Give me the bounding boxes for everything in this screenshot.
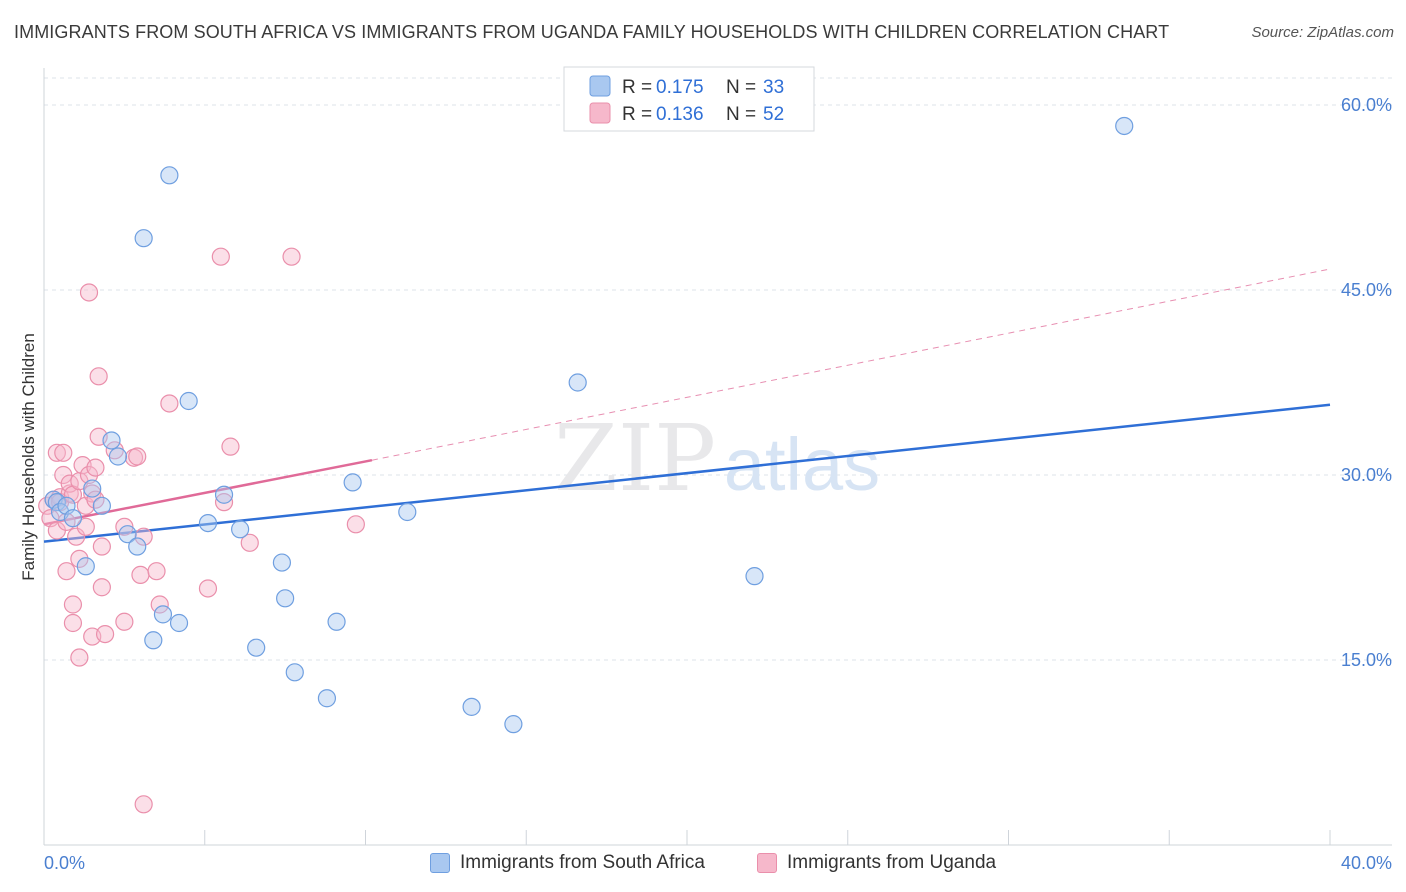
uganda-point-47 bbox=[214, 493, 234, 512]
source-credit: Source: ZipAtlas.com bbox=[1251, 24, 1394, 41]
south-africa-point-5 bbox=[76, 557, 95, 576]
y-axis-tick-labels: 15.0% 30.0% 45.0% 60.0% bbox=[1341, 95, 1392, 670]
legend-swatch-pink bbox=[589, 102, 611, 124]
uganda-point-43 bbox=[150, 595, 169, 614]
uganda-point-31 bbox=[92, 537, 111, 556]
south-africa-point-27 bbox=[343, 473, 362, 492]
south-africa-point-30 bbox=[504, 715, 523, 734]
south-africa-point-7 bbox=[92, 496, 111, 515]
legend-n-value-pink: 52 bbox=[763, 104, 784, 125]
south-africa-point-9 bbox=[108, 447, 128, 466]
x-tick-label-max: 40.0% bbox=[1341, 853, 1392, 873]
trend-line-south-africa bbox=[43, 403, 1331, 543]
uganda-point-35 bbox=[115, 612, 134, 631]
y-tick-label-0: 15.0% bbox=[1341, 650, 1392, 670]
south-africa-point-23 bbox=[276, 589, 295, 608]
watermark: ZIP atlas bbox=[554, 405, 880, 512]
y-tick-label-3: 60.0% bbox=[1341, 95, 1392, 115]
uganda-point-3 bbox=[47, 443, 66, 462]
south-africa-point-22 bbox=[272, 553, 292, 572]
watermark-atlas: atlas bbox=[724, 423, 880, 506]
south-africa-point-29 bbox=[462, 697, 481, 716]
uganda-point-51 bbox=[346, 515, 365, 534]
series-legend-item-south-africa: Immigrants from South Africa bbox=[430, 852, 705, 874]
south-africa-point-33 bbox=[1115, 116, 1134, 136]
series-swatch-blue bbox=[430, 853, 450, 873]
data-points bbox=[38, 116, 1134, 814]
trend-line-uganda-extension bbox=[371, 268, 1331, 461]
south-africa-point-20 bbox=[231, 520, 250, 539]
south-africa-point-11 bbox=[128, 537, 147, 556]
series-legend: Immigrants from South Africa Immigrants … bbox=[0, 852, 1406, 878]
south-africa-point-10 bbox=[118, 525, 137, 544]
south-africa-point-25 bbox=[317, 689, 337, 708]
uganda-point-41 bbox=[134, 795, 153, 814]
uganda-point-42 bbox=[147, 562, 166, 581]
south-africa-point-13 bbox=[144, 631, 163, 650]
series-legend-item-uganda: Immigrants from Uganda bbox=[757, 852, 996, 874]
gridlines bbox=[44, 77, 1392, 661]
legend-r-label-blue: R = bbox=[622, 77, 657, 98]
south-africa-point-28 bbox=[398, 502, 417, 522]
series-swatch-pink bbox=[757, 853, 777, 873]
south-africa-point-14 bbox=[153, 605, 173, 624]
legend-r-value-blue: 0.175 bbox=[656, 77, 704, 98]
series-legend-label-south-africa: Immigrants from South Africa bbox=[460, 852, 705, 873]
legend-r-label-pink: R = bbox=[622, 104, 657, 125]
south-africa-point-18 bbox=[198, 513, 218, 533]
south-africa-point-8 bbox=[102, 431, 121, 450]
south-africa-point-15 bbox=[160, 166, 179, 185]
uganda-point-46 bbox=[211, 247, 230, 266]
legend-n-value-blue: 33 bbox=[763, 77, 784, 98]
y-tick-label-1: 30.0% bbox=[1341, 465, 1392, 485]
south-africa-point-16 bbox=[169, 613, 189, 633]
uganda-point-45 bbox=[198, 579, 218, 598]
axes bbox=[43, 68, 1392, 846]
south-africa-point-32 bbox=[745, 567, 764, 586]
uganda-point-29 bbox=[89, 367, 108, 386]
y-tick-label-2: 45.0% bbox=[1341, 280, 1392, 300]
correlation-legend: R = 0.175 N = 33 R = 0.136 N = 52 bbox=[563, 66, 815, 132]
series-legend-label-uganda: Immigrants from Uganda bbox=[787, 852, 997, 873]
uganda-point-14 bbox=[63, 595, 83, 614]
legend-r-value-pink: 0.136 bbox=[656, 104, 704, 125]
uganda-point-23 bbox=[79, 283, 99, 302]
south-africa-point-4 bbox=[63, 509, 83, 528]
legend-swatch-blue bbox=[589, 75, 611, 97]
uganda-point-27 bbox=[86, 458, 105, 477]
legend-n-label-pink: N = bbox=[726, 104, 761, 125]
uganda-point-19 bbox=[70, 648, 89, 667]
south-africa-point-19 bbox=[214, 485, 234, 504]
uganda-point-24 bbox=[79, 465, 99, 485]
watermark-zip: ZIP bbox=[554, 405, 716, 512]
uganda-point-13 bbox=[63, 613, 83, 633]
uganda-point-49 bbox=[240, 533, 259, 552]
uganda-point-32 bbox=[92, 578, 111, 597]
south-africa-point-26 bbox=[327, 612, 346, 631]
south-africa-point-12 bbox=[134, 229, 153, 248]
south-africa-point-1 bbox=[47, 493, 66, 512]
uganda-point-48 bbox=[221, 437, 240, 456]
south-africa-point-6 bbox=[83, 479, 102, 498]
uganda-point-16 bbox=[67, 527, 86, 546]
uganda-point-38 bbox=[128, 447, 147, 466]
uganda-point-44 bbox=[160, 394, 179, 413]
south-africa-point-31 bbox=[568, 373, 587, 392]
uganda-point-21 bbox=[76, 517, 95, 536]
uganda-point-8 bbox=[54, 443, 73, 462]
uganda-point-50 bbox=[282, 247, 301, 266]
uganda-point-10 bbox=[57, 562, 76, 581]
south-africa-point-17 bbox=[179, 391, 198, 411]
y-axis-title: Family Households with Children bbox=[19, 333, 38, 581]
uganda-point-33 bbox=[95, 624, 115, 644]
south-africa-point-24 bbox=[285, 663, 304, 682]
legend-n-label-blue: N = bbox=[726, 77, 761, 98]
uganda-point-39 bbox=[131, 565, 150, 585]
chart-title: IMMIGRANTS FROM SOUTH AFRICA VS IMMIGRAN… bbox=[14, 22, 1170, 42]
uganda-point-17 bbox=[70, 549, 89, 568]
south-africa-point-21 bbox=[247, 638, 266, 657]
x-tick-label-min: 0.0% bbox=[44, 853, 85, 873]
